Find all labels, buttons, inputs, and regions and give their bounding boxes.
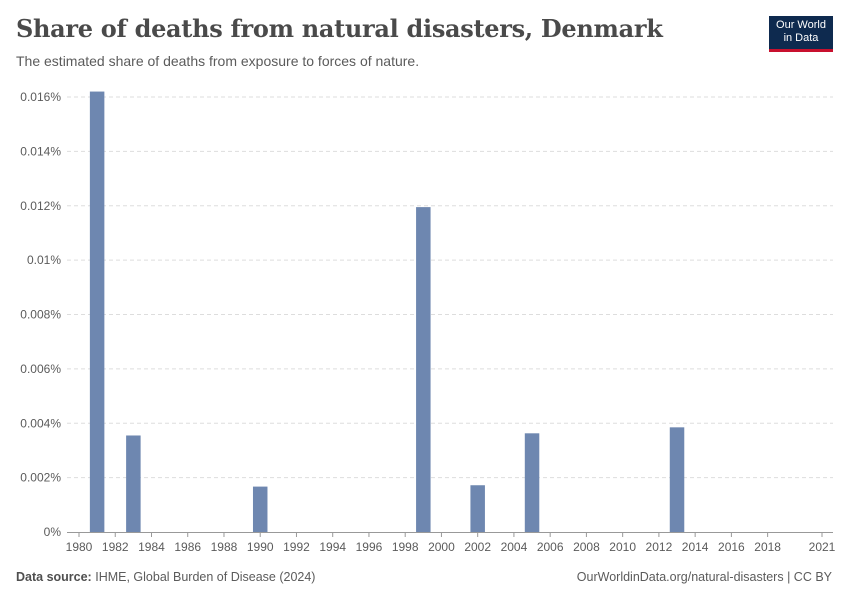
x-tick-label: 2006 (537, 540, 564, 554)
x-tick-label: 2010 (609, 540, 636, 554)
x-tick-label: 2012 (646, 540, 673, 554)
y-tick-label: 0.008% (20, 308, 61, 322)
logo-line-2: in Data (783, 32, 819, 44)
bar-2005[interactable] (524, 433, 540, 532)
x-tick-label: 2018 (754, 540, 781, 554)
x-tick-label: 1988 (211, 540, 238, 554)
chart-subtitle: The estimated share of deaths from expos… (16, 53, 420, 69)
bar-2013[interactable] (669, 427, 685, 532)
y-tick-label: 0.012% (20, 199, 61, 213)
x-tick-label: 1982 (102, 540, 129, 554)
x-tick-label: 1996 (356, 540, 383, 554)
y-tick-label: 0% (44, 525, 62, 539)
chart-title: Share of deaths from natural disasters, … (16, 14, 663, 43)
bar-1990[interactable] (252, 486, 268, 532)
bars (89, 91, 685, 532)
x-tick-label: 2021 (809, 540, 836, 554)
x-tick-label: 2000 (428, 540, 455, 554)
data-source: Data source: IHME, Global Burden of Dise… (16, 570, 315, 584)
bar-1983[interactable] (126, 435, 141, 532)
bar-1999[interactable] (416, 207, 431, 532)
y-tick-label: 0.006% (20, 362, 61, 376)
x-tick-label: 1990 (247, 540, 274, 554)
x-tick-label: 1984 (138, 540, 165, 554)
x-tick-label: 1980 (66, 540, 93, 554)
y-tick-label: 0.01% (27, 253, 61, 267)
bar-1981[interactable] (89, 91, 105, 532)
x-tick-label: 1994 (319, 540, 346, 554)
x-tick-label: 2014 (682, 540, 709, 554)
x-tick-label: 2016 (718, 540, 745, 554)
x-tick-label: 2002 (464, 540, 491, 554)
y-axis-labels: 0% 0.002% 0.004% 0.006% 0.008% 0.01% 0.012% 0.0… (20, 90, 61, 539)
y-tick-label: 0.002% (20, 471, 61, 485)
gridlines (67, 96, 833, 479)
x-tick-label: 1998 (392, 540, 419, 554)
y-tick-label: 0.014% (20, 144, 61, 158)
x-tick-label: 2004 (501, 540, 528, 554)
data-source-label: Data source: (16, 570, 92, 584)
y-tick-label: 0.016% (20, 90, 61, 104)
owid-logo[interactable]: Our World in Data (769, 16, 833, 52)
bar-2002[interactable] (470, 485, 485, 532)
x-tick-label: 1992 (283, 540, 310, 554)
logo-line-1: Our World (776, 19, 826, 31)
x-axis: 1980 1982 1984 1986 1988 1990 1992 1994 1996 1998… (66, 532, 836, 554)
x-tick-label: 2008 (573, 540, 600, 554)
credit-link[interactable]: OurWorldinData.org/natural-disasters | C… (576, 570, 832, 584)
x-tick-label: 1986 (174, 540, 201, 554)
y-tick-label: 0.004% (20, 416, 61, 430)
data-source-text[interactable]: IHME, Global Burden of Disease (2024) (95, 570, 316, 584)
